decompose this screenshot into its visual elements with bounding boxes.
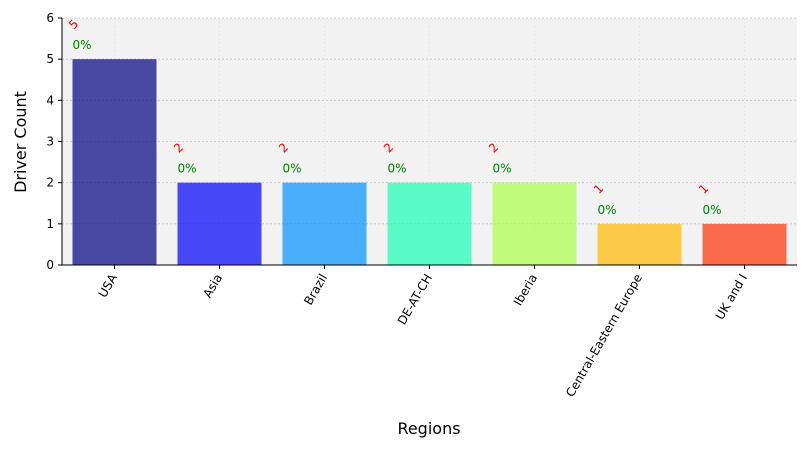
percent-label: 0% bbox=[598, 203, 617, 217]
y-tick-label: 5 bbox=[46, 52, 54, 66]
percent-label: 0% bbox=[178, 162, 197, 176]
x-tick-label: Iberia bbox=[511, 272, 540, 309]
y-tick-label: 0 bbox=[46, 258, 54, 272]
y-axis-title: Driver Count bbox=[11, 91, 30, 193]
y-tick-label: 3 bbox=[46, 135, 54, 149]
y-tick-label: 6 bbox=[46, 11, 54, 25]
bar bbox=[72, 59, 157, 265]
x-tick-label: Brazil bbox=[301, 272, 330, 308]
x-tick-label: USA bbox=[96, 271, 121, 300]
bar bbox=[282, 182, 367, 265]
bar bbox=[387, 182, 472, 265]
bar bbox=[597, 223, 682, 265]
percent-label: 0% bbox=[703, 203, 722, 217]
bar bbox=[177, 182, 262, 265]
bar bbox=[492, 182, 577, 265]
x-ticks: USA Asia Brazil DE-AT-CH Iberia Central-Easte… bbox=[96, 265, 750, 400]
percent-label: 0% bbox=[73, 38, 92, 52]
y-tick-label: 1 bbox=[46, 217, 54, 231]
x-axis-title: Regions bbox=[397, 419, 460, 438]
x-tick-label: Central-Eastern Europe bbox=[563, 272, 645, 400]
x-tick-label: Asia bbox=[200, 272, 225, 301]
percent-label: 0% bbox=[493, 162, 512, 176]
bars bbox=[72, 59, 787, 265]
y-tick-label: 4 bbox=[46, 93, 54, 107]
y-tick-label: 2 bbox=[46, 176, 54, 190]
x-tick-label: DE-AT-CH bbox=[395, 272, 435, 328]
x-tick-label: UK and I bbox=[713, 272, 750, 323]
bar bbox=[702, 223, 787, 265]
y-ticks: 0 1 2 3 4 5 6 bbox=[46, 11, 62, 272]
percent-label: 0% bbox=[388, 162, 407, 176]
percent-label: 0% bbox=[283, 162, 302, 176]
